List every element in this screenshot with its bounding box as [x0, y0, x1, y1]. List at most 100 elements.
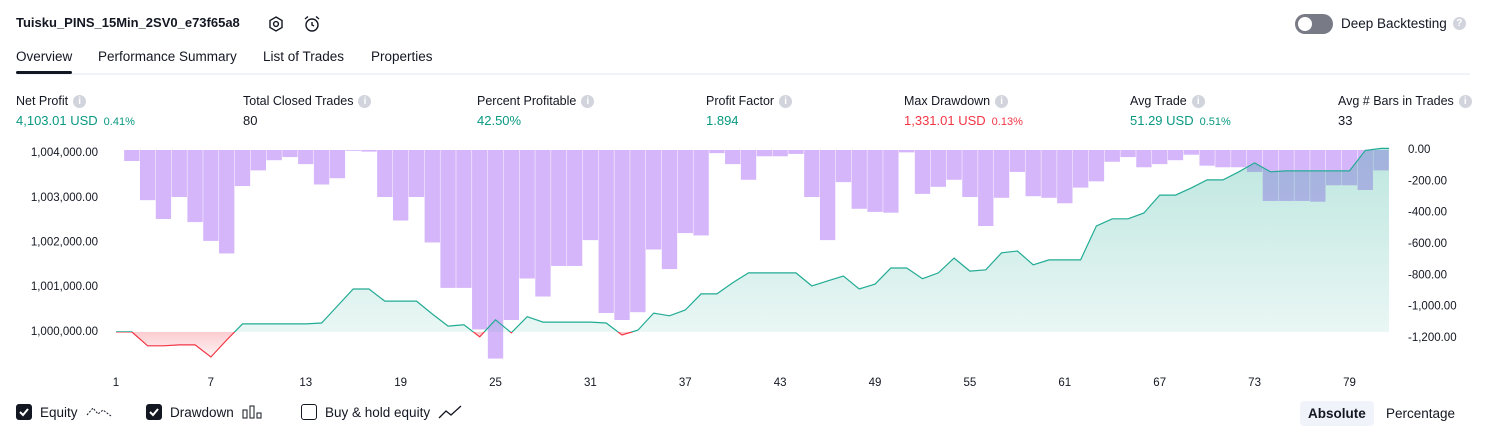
- x-tick-label: 25: [489, 377, 502, 389]
- drawdown-bar: [993, 150, 1010, 198]
- drawdown-bar: [1183, 150, 1199, 155]
- legend-toggle[interactable]: Drawdown: [146, 404, 264, 420]
- toggle-text: Deep Backtesting: [1341, 16, 1447, 31]
- drawdown-bar: [313, 150, 330, 185]
- settings-icon[interactable]: [269, 16, 283, 32]
- metric-label-text: Profit Factor: [706, 94, 775, 108]
- drawdown-bar: [962, 150, 978, 198]
- drawdown-bar: [614, 150, 630, 321]
- drawdown-bar: [1215, 150, 1231, 168]
- drawdown-bar: [677, 150, 693, 234]
- checkbox[interactable]: [146, 404, 162, 420]
- drawdown-bar: [250, 150, 266, 171]
- help-icon[interactable]: ?: [1452, 17, 1466, 30]
- x-tick-label: 31: [584, 377, 597, 389]
- tab[interactable]: List of Trades: [263, 49, 345, 64]
- drawdown-bar: [487, 150, 504, 359]
- info-icon[interactable]: i: [358, 94, 372, 108]
- drawdown-bar: [709, 150, 725, 154]
- drawdown-bar: [598, 150, 614, 313]
- drawdown-bar: [756, 150, 773, 157]
- x-tick-label: 37: [679, 377, 692, 389]
- metric-label: Percent Profitable i: [477, 94, 595, 108]
- y2-tick-label: -1,200.00: [1408, 332, 1457, 344]
- drawdown-bar: [883, 150, 899, 213]
- drawdown-bar: [645, 150, 662, 250]
- drawdown-bar: [472, 150, 488, 330]
- drawdown-bar: [582, 150, 599, 241]
- scale-button[interactable]: Absolute: [1300, 401, 1374, 426]
- checkbox[interactable]: [16, 404, 32, 420]
- info-icon[interactable]: i: [779, 94, 793, 108]
- drawdown-bar: [1088, 150, 1105, 182]
- drawdown-bar: [234, 150, 251, 187]
- metric-label: Avg # Bars in Trades i: [1338, 94, 1472, 108]
- y2-tick-label: -200.00: [1408, 175, 1447, 187]
- info-icon[interactable]: i: [1458, 94, 1472, 108]
- drawdown-bar: [1072, 150, 1089, 188]
- info-icon[interactable]: i: [581, 94, 595, 108]
- alert-icon[interactable]: [305, 18, 319, 32]
- legend-icon: [438, 405, 462, 419]
- x-tick-label: 61: [1058, 377, 1071, 389]
- drawdown-bar: [946, 150, 962, 180]
- x-tick-label: 1: [113, 377, 119, 389]
- legend-toggle[interactable]: Equity: [16, 404, 112, 420]
- drawdown-bar: [978, 150, 994, 227]
- legend-label: Drawdown: [170, 404, 234, 420]
- tab[interactable]: Performance Summary: [98, 49, 237, 64]
- metric-label: Net Profit i: [16, 94, 87, 108]
- drawdown-bar: [187, 150, 203, 223]
- metric-value: 80: [243, 113, 257, 128]
- checkbox[interactable]: [301, 404, 317, 420]
- drawdown-bar: [361, 150, 377, 152]
- x-tick-label: 19: [394, 377, 407, 389]
- legend-toggle[interactable]: Buy & hold equity: [301, 404, 462, 420]
- y2-tick-label: -800.00: [1408, 269, 1447, 281]
- drawdown-bar: [630, 150, 646, 313]
- drawdown-bar: [408, 150, 425, 198]
- metric-value-text: 1.894: [706, 113, 739, 128]
- metric-value: 51.29 USD 0.51%: [1130, 113, 1231, 128]
- drawdown-bar: [1136, 150, 1152, 168]
- drawdown-bar: [1199, 150, 1215, 166]
- metric-value: 1,331.01 USD 0.13%: [904, 113, 1023, 128]
- legend-icon: [86, 405, 112, 419]
- drawdown-bar: [440, 150, 456, 288]
- drawdown-bar: [139, 150, 156, 201]
- drawdown-bar: [424, 150, 440, 243]
- x-tick-label: 13: [299, 377, 312, 389]
- metric-value-text: 1,331.01 USD: [904, 113, 986, 128]
- scale-button[interactable]: Percentage: [1386, 406, 1456, 421]
- tab[interactable]: Overview: [16, 49, 73, 74]
- metric-label-text: Net Profit: [16, 94, 69, 108]
- metric-value: 42.50%: [477, 113, 521, 128]
- metric-value-text: 42.50%: [477, 113, 522, 128]
- drawdown-bar: [551, 150, 567, 266]
- drawdown-bar: [1009, 150, 1026, 172]
- info-icon[interactable]: i: [1191, 94, 1205, 108]
- metric-value-text: 4,103.01 USD: [16, 113, 98, 128]
- drawdown-bar: [282, 150, 298, 158]
- drawdown-bar: [1025, 150, 1041, 197]
- info-icon[interactable]: i: [995, 94, 1009, 108]
- deep-backtesting-toggle[interactable]: [1295, 14, 1333, 34]
- header-icons: [269, 15, 320, 32]
- tab[interactable]: Properties: [371, 49, 433, 64]
- drawdown-bar: [155, 150, 172, 219]
- drawdown-bar: [519, 150, 535, 279]
- metric-value-text: 51.29 USD: [1130, 113, 1194, 128]
- drawdown-bar: [503, 150, 520, 321]
- metric-percent: 0.41%: [103, 116, 135, 128]
- drawdown-bar: [124, 150, 140, 161]
- drawdown-bar: [693, 150, 709, 236]
- x-tick-label: 67: [1153, 377, 1166, 389]
- y2-tick-label: -1,000.00: [1408, 301, 1457, 313]
- chart: 1,000,000.00 1,001,000.00 1,002,000.00 1,00…: [31, 144, 1457, 389]
- metric-label: Profit Factor i: [706, 94, 793, 108]
- drawdown-bar: [1057, 150, 1073, 204]
- drawdown-bar: [298, 150, 314, 165]
- metric-percent: 0.51%: [1199, 116, 1231, 128]
- info-icon[interactable]: i: [73, 94, 87, 108]
